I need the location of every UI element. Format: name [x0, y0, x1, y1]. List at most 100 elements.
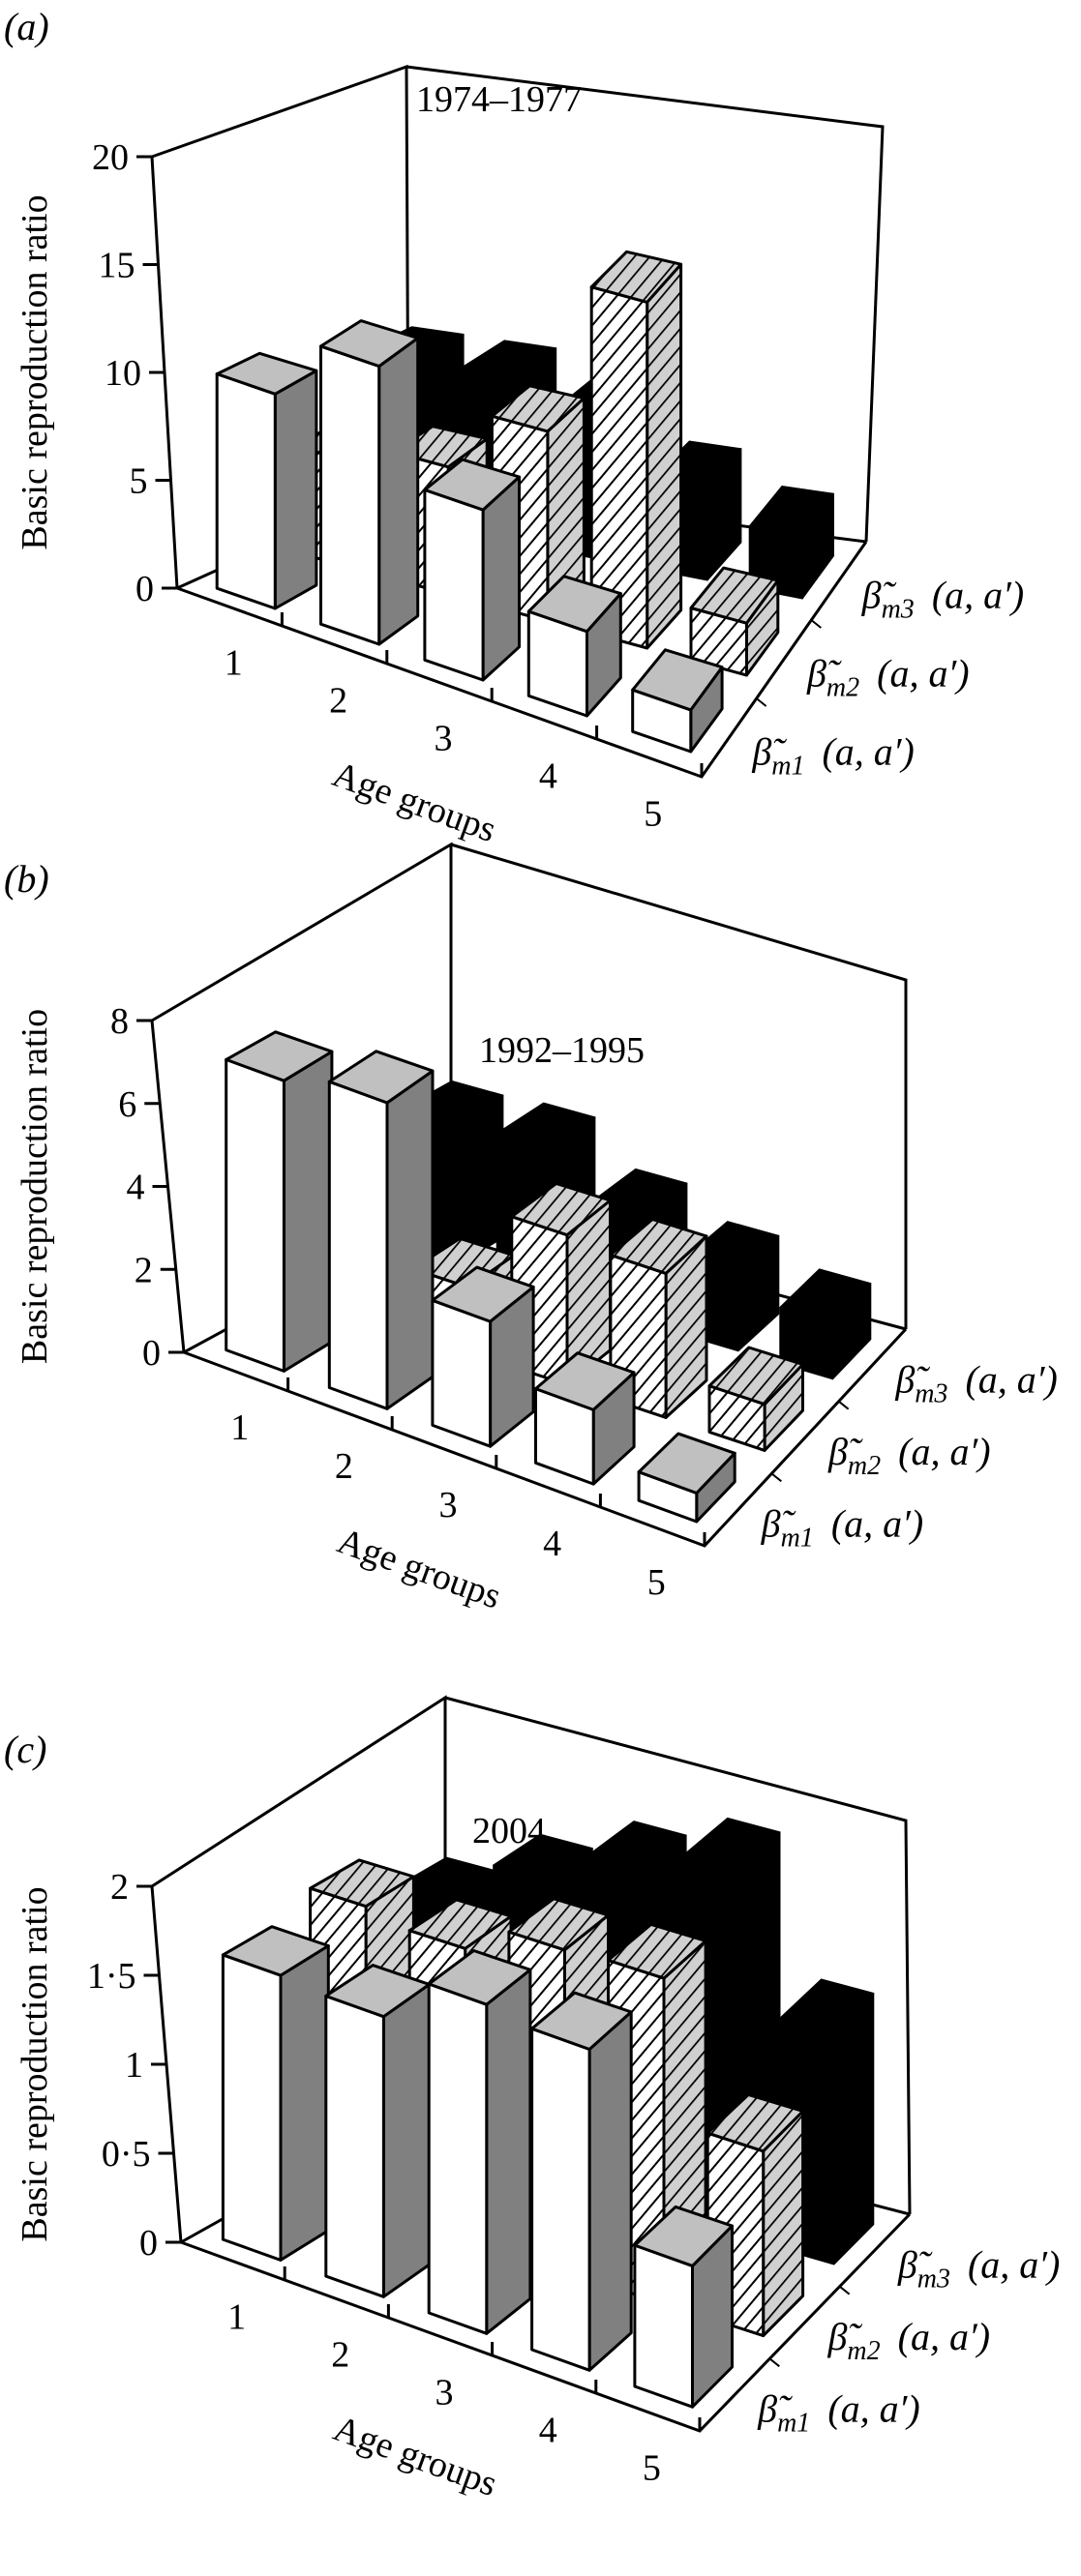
panel-label-c: (c): [4, 1728, 47, 1771]
bar-m3-age-5: [779, 1268, 872, 1380]
bar-m3-age-2: [493, 1833, 593, 2182]
bar-m1-age-1: [215, 351, 318, 610]
bar-m3-age-4: [684, 1221, 780, 1352]
x-tick-label: 4: [539, 756, 557, 797]
bar-m2-age-2: [411, 1236, 516, 1353]
x-tick-label: 3: [435, 2373, 454, 2413]
bar-m2-age-5: [707, 1346, 804, 1452]
bar-m3-age-5: [779, 1978, 875, 2265]
x-tick-label: 2: [331, 2335, 349, 2376]
bar-m1-age-5: [637, 1432, 736, 1524]
y-axis: 0 5 10 15 20: [92, 137, 177, 609]
period-title: 2004: [472, 1811, 546, 1851]
panel-label-a: (a): [4, 5, 49, 48]
x-tick-label: 3: [439, 1485, 458, 1525]
y-axis-title: Basic reproduction ratio: [15, 1886, 55, 2241]
bar-m1-age-5: [631, 648, 724, 754]
x-axis: 1 2 3 4 5: [225, 612, 822, 835]
y-tick-label: 20: [92, 137, 129, 178]
bar-m1-age-4: [526, 575, 622, 718]
x-tick-label: 1: [225, 643, 243, 684]
series-label-m2: β̃m2 (a, a′): [806, 652, 970, 703]
y-axis-title: Basic reproduction ratio: [15, 1009, 55, 1364]
y-axis: 0 2 4 6 8: [110, 1001, 184, 1374]
back-walls: [150, 1695, 912, 2433]
y-tick-label: 0: [135, 569, 154, 609]
bar-m1-age-3: [423, 458, 521, 682]
bar-m1-age-2: [327, 1050, 435, 1410]
bar-m1-age-3: [431, 1265, 535, 1448]
y-axis-title: Basic reproduction ratio: [15, 194, 55, 549]
series-label-m3: β̃m3 (a, a′): [897, 2242, 1061, 2294]
series-label-m3: β̃m3 (a, a′): [894, 1357, 1058, 1408]
bar-m2-age-5: [689, 566, 780, 677]
y-tick-label: 10: [105, 353, 141, 394]
period-title: 1992–1995: [479, 1030, 645, 1071]
bar-m2-age-4: [609, 1218, 708, 1419]
x-tick-label: 1: [230, 1407, 249, 1448]
y-tick-label: 0: [142, 1333, 161, 1374]
period-title: 1974–1977: [416, 79, 582, 120]
x-tick-label: 1: [227, 2297, 246, 2338]
x-tick-label: 2: [329, 681, 347, 722]
y-tick-label: 15: [99, 246, 135, 286]
bar-m2-age-4: [589, 250, 683, 650]
x-tick-label: 2: [335, 1446, 353, 1487]
y-tick-label: 1·5: [87, 1956, 136, 1997]
y-tick-label: 6: [118, 1084, 136, 1125]
y-tick-label: 0·5: [102, 2134, 151, 2175]
y-axis: 0 0·5 1 1·5 2: [87, 1867, 181, 2264]
bar-m1-age-2: [319, 319, 420, 646]
x-axis: 1 2 3 4 5: [227, 2266, 851, 2489]
x-tick-label: 5: [643, 2448, 661, 2489]
series-label-m2: β̃m2 (a, a′): [827, 2315, 991, 2366]
bar-m1-age-5: [633, 2205, 734, 2409]
bar-m1-age-4: [530, 1991, 633, 2372]
series-legend: β̃m1 (a, a′) β̃m2 (a, a′) β̃m3 (a, a′): [761, 1357, 1058, 1553]
bar-m1-age-1: [225, 1030, 334, 1373]
bar-m3-age-3: [590, 1168, 688, 1324]
x-tick-label: 3: [435, 719, 453, 759]
panel-a: (a) 1974–1977 0 5 10 15 20 Basic reproduction …: [0, 0, 1081, 850]
series-legend: β̃m1 (a, a′) β̃m2 (a, a′) β̃m3 (a, a′): [751, 574, 1024, 782]
series-legend: β̃m1 (a, a′) β̃m2 (a, a′) β̃m3 (a, a′): [757, 2242, 1060, 2438]
x-axis-title: Age groups: [327, 754, 501, 850]
x-tick-label: 5: [647, 1562, 666, 1603]
bar-m1-age-3: [427, 1949, 532, 2335]
x-axis: 1 2 3 4 5: [230, 1377, 850, 1603]
x-tick-label: 4: [539, 2411, 557, 2451]
bar-m1-age-1: [221, 1925, 330, 2262]
bar-m3-age-2: [495, 1102, 596, 1296]
series-label-m1: β̃m1 (a, a′): [751, 730, 915, 782]
bar-m2-age-1: [309, 1858, 415, 2209]
y-tick-label: 0: [139, 2223, 158, 2264]
bar-m1-age-2: [324, 1964, 432, 2298]
bars: [221, 1817, 875, 2409]
bar-m3-age-1: [402, 1080, 504, 1268]
panel-label-b: (b): [4, 857, 49, 901]
y-tick-label: 4: [127, 1168, 145, 1208]
bar-m3-age-1: [397, 1856, 499, 2155]
series-label-m2: β̃m2 (a, a′): [827, 1430, 991, 1481]
bar-m3-age-3: [588, 1821, 687, 2210]
series-label-m1: β̃m1 (a, a′): [757, 2387, 920, 2439]
bar-m2-age-4: [607, 1922, 707, 2305]
bars: [225, 1030, 872, 1524]
bar-m2-age-1: [313, 1228, 419, 1320]
x-axis-title: Age groups: [332, 1521, 506, 1617]
bar-m3-age-4: [684, 1817, 781, 2237]
bar-m2-age-5: [706, 2092, 805, 2338]
series-label-m3: β̃m3 (a, a′): [861, 574, 1025, 625]
bar-m2-age-2: [407, 1898, 513, 2241]
bar-m2-age-3: [507, 1897, 610, 2273]
x-axis-title: Age groups: [328, 2408, 502, 2504]
y-tick-label: 1: [125, 2045, 143, 2086]
y-tick-label: 2: [135, 1250, 153, 1290]
y-tick-label: 5: [130, 461, 148, 502]
back-walls: [150, 842, 908, 1548]
x-tick-label: 5: [644, 794, 662, 835]
bars: [215, 250, 834, 754]
bar-m2-age-3: [510, 1182, 612, 1386]
bar-m1-age-4: [534, 1351, 636, 1486]
